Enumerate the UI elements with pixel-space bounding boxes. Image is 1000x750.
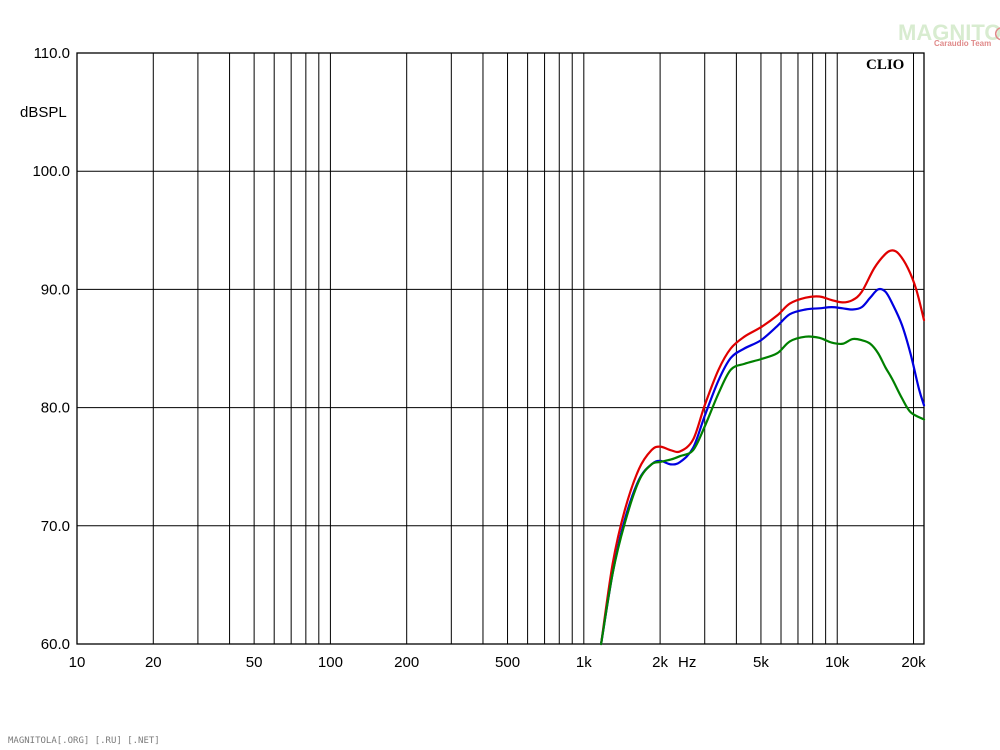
series-line-1 [600, 249, 926, 646]
x-tick-label: 500 [495, 654, 520, 671]
y-tick-label: 110.0 [34, 45, 70, 62]
y-tick-labels: 60.0 70.0 80.0 90.0 100.0 110.0 [32, 45, 70, 653]
watermark-ring-icon [994, 27, 1000, 41]
x-tick-label: 10 [69, 654, 86, 671]
y-tick-label: 90.0 [41, 281, 70, 298]
watermark-logo: MAGNITOLA Caraudio Team [898, 20, 1000, 48]
x-tick-label: 2k [652, 654, 668, 671]
clio-brand-label: CLIO [866, 57, 904, 73]
y-tick-label: 80.0 [41, 400, 70, 417]
x-tick-label: 200 [394, 654, 419, 671]
x-tick-label: 5k [753, 654, 769, 671]
y-axis-label: dBSPL [20, 104, 67, 121]
x-tick-label: 20k [901, 654, 926, 671]
watermark-main: MAGNITOLA [898, 20, 1000, 45]
plot-frame [76, 52, 925, 645]
x-tick-label: 10k [825, 654, 850, 671]
footer-text: MAGNITOLA[.ORG] [.RU] [.NET] [8, 736, 160, 746]
y-tick-label: 60.0 [41, 636, 70, 653]
series-line-3 [600, 335, 926, 646]
y-tick-label: 70.0 [41, 518, 70, 535]
x-tick-labels: 10 20 50 100 200 500 1k 2k 5k 10k 20k [69, 654, 926, 671]
grid-lines [77, 53, 924, 644]
series-line-2 [600, 287, 926, 646]
watermark-sub: Caraudio Team [934, 39, 991, 48]
x-tick-label: 100 [318, 654, 343, 671]
x-axis-unit-label: Hz [678, 654, 696, 671]
series-lines [600, 249, 926, 646]
x-tick-label: 1k [576, 654, 592, 671]
y-tick-label: 100.0 [32, 163, 70, 180]
x-tick-label: 50 [246, 654, 263, 671]
x-tick-label: 20 [145, 654, 162, 671]
